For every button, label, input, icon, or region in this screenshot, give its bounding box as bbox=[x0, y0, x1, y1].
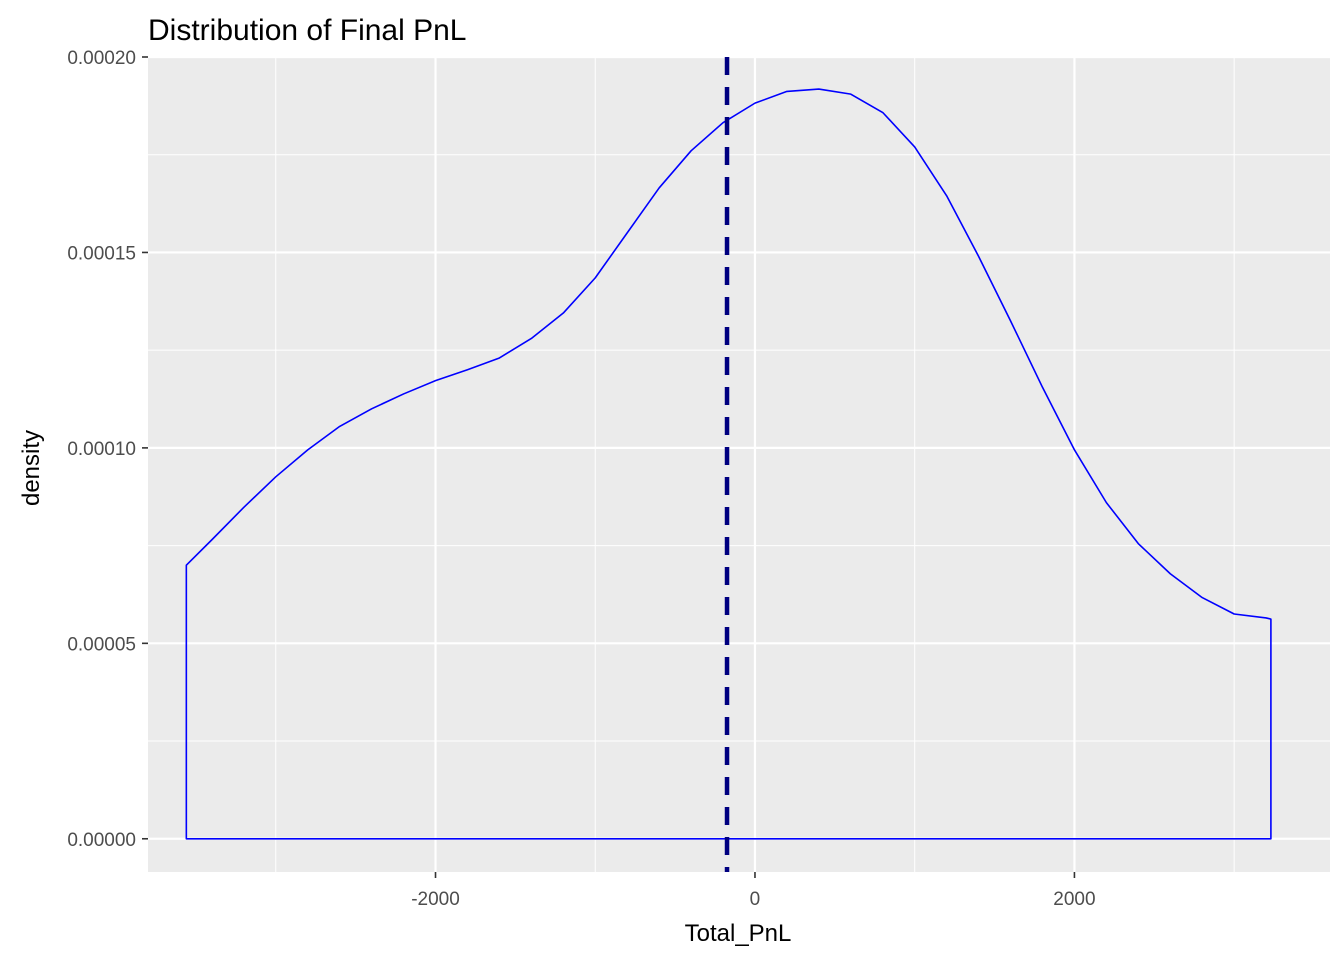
y-tick-label: 0.00000 bbox=[67, 830, 136, 851]
plot-panel bbox=[148, 57, 1330, 872]
y-tick-label: 0.00010 bbox=[67, 439, 136, 460]
y-axis-title: density bbox=[18, 430, 45, 506]
y-tick-label: 0.00020 bbox=[67, 48, 136, 69]
x-axis: -2000 0 2000 bbox=[411, 872, 1096, 910]
y-tick-label: 0.00015 bbox=[67, 243, 136, 264]
x-axis-title: Total_PnL bbox=[685, 920, 792, 947]
y-tick-label: 0.00005 bbox=[67, 634, 136, 655]
x-tick-label: 2000 bbox=[1053, 889, 1095, 910]
x-tick-label: 0 bbox=[750, 889, 761, 910]
chart-title: Distribution of Final PnL bbox=[148, 14, 467, 47]
x-tick-label: -2000 bbox=[411, 889, 460, 910]
y-axis: 0.00000 0.00005 0.00010 0.00015 0.00020 bbox=[67, 48, 148, 851]
minor-gridlines bbox=[148, 57, 1330, 872]
density-curve bbox=[185, 88, 1272, 840]
